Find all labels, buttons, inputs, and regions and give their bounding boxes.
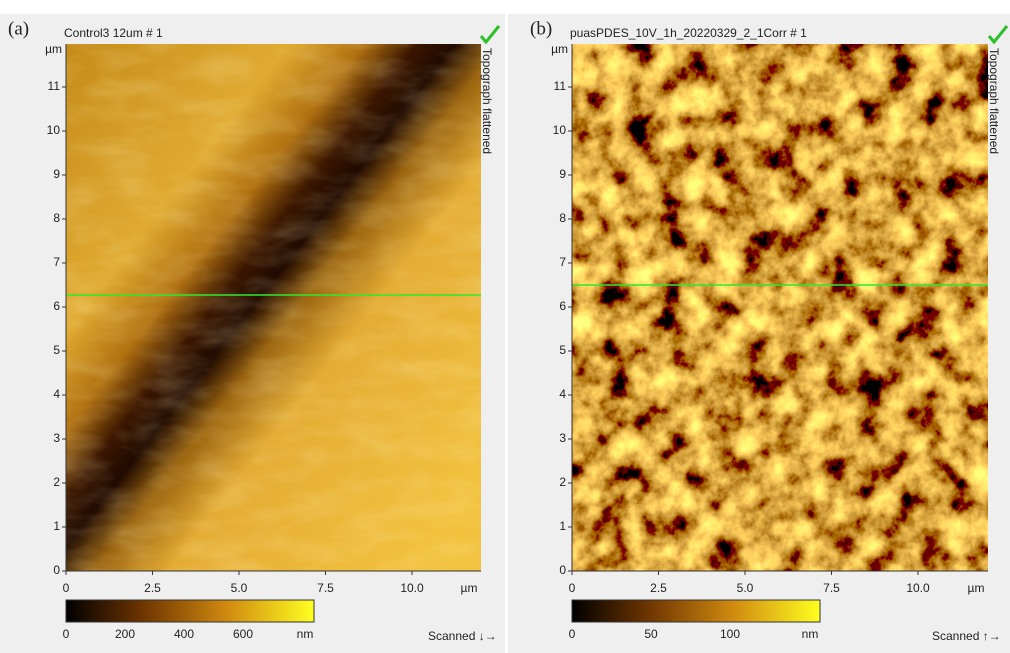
y-tick-label: 0 <box>53 563 60 577</box>
y-tick-label: 2 <box>559 475 566 489</box>
x-unit: µm <box>461 581 478 595</box>
y-tick-label: 5 <box>559 343 566 357</box>
panel-label: (a) <box>8 18 29 39</box>
y-tick-label: 4 <box>559 387 566 401</box>
colorbar <box>65 599 315 623</box>
x-tick-label: 5.0 <box>231 581 248 595</box>
afm-image-b <box>572 44 988 571</box>
colorbar-tick-label: 0 <box>569 627 576 641</box>
x-tick-label: 2.5 <box>144 581 161 595</box>
x-tick-label: 10.0 <box>400 581 424 595</box>
y-tick-label: 11 <box>48 79 61 93</box>
x-tick-label: 10.0 <box>906 581 930 595</box>
y-tick-label: 10 <box>47 123 61 137</box>
scan-direction: Scanned ↑→ <box>932 629 1001 643</box>
y-unit: µm <box>45 42 62 56</box>
colorbar-tick-label: 100 <box>720 627 740 641</box>
afm-image-a <box>66 44 481 571</box>
x-tick-label: 0 <box>569 581 576 595</box>
y-tick-label: 3 <box>559 431 566 445</box>
y-tick-label: 9 <box>559 167 566 181</box>
colorbar-tick-label: 600 <box>233 627 253 641</box>
colorbar <box>571 599 821 623</box>
y-tick-label: 7 <box>53 255 60 269</box>
colorbar-tick-label: 200 <box>115 627 135 641</box>
y-tick-label: 4 <box>53 387 60 401</box>
y-tick-label: 5 <box>53 343 60 357</box>
x-tick-label: 5.0 <box>737 581 754 595</box>
x-unit: µm <box>968 581 985 595</box>
y-tick-label: 1 <box>53 519 60 533</box>
x-tick-label: 7.5 <box>317 581 334 595</box>
check-icon <box>987 25 1009 45</box>
colorbar-tick-label: 0 <box>63 627 70 641</box>
image-title: puasPDES_10V_1h_20220329_2_1Corr # 1 <box>570 26 807 40</box>
colorbar-tick-label: 400 <box>174 627 194 641</box>
x-tick-label: 0 <box>63 581 70 595</box>
colorbar-tick-label: 50 <box>644 627 658 641</box>
check-icon <box>479 25 501 45</box>
panel-label: (b) <box>530 18 552 39</box>
x-tick-label: 2.5 <box>650 581 667 595</box>
y-tick-label: 9 <box>53 167 60 181</box>
y-tick-label: 11 <box>554 79 567 93</box>
y-tick-label: 7 <box>559 255 566 269</box>
y-unit: µm <box>551 42 568 56</box>
colorbar-unit: nm <box>802 627 819 641</box>
y-tick-label: 2 <box>53 475 60 489</box>
y-tick-label: 0 <box>559 563 566 577</box>
image-title: Control3 12um # 1 <box>64 26 163 40</box>
y-tick-label: 6 <box>559 299 566 313</box>
y-tick-label: 6 <box>53 299 60 313</box>
y-tick-label: 10 <box>553 123 567 137</box>
mode-label: Topograph flattened <box>480 48 494 154</box>
y-tick-label: 3 <box>53 431 60 445</box>
y-tick-label: 8 <box>53 211 60 225</box>
y-tick-label: 1 <box>559 519 566 533</box>
scan-direction: Scanned ↓→ <box>428 629 497 643</box>
y-tick-label: 8 <box>559 211 566 225</box>
x-tick-label: 7.5 <box>823 581 840 595</box>
mode-label: Topograph flattened <box>987 48 1001 154</box>
colorbar-unit: nm <box>297 627 314 641</box>
